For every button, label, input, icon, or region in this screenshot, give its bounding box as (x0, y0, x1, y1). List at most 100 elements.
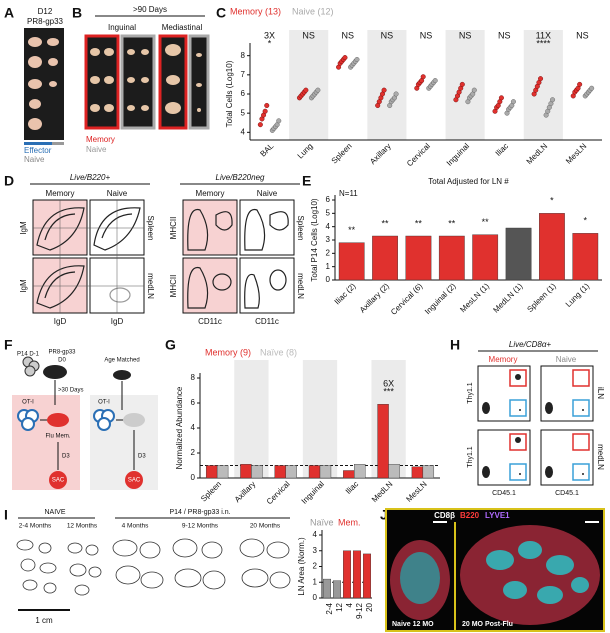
note: N=11 (339, 189, 358, 198)
legend-label: Memory (13) (230, 6, 281, 16)
column-label: Naive (556, 355, 577, 364)
image-label: Naive 12 MO (392, 621, 434, 628)
dot (303, 87, 309, 93)
row-label: Spleen (296, 216, 305, 241)
dot (262, 108, 268, 114)
age-label: 12 Months (67, 523, 98, 530)
panel-label: H (450, 337, 460, 353)
label: SAC (52, 478, 65, 484)
cell (97, 417, 111, 431)
y-tick-label: 0 (313, 593, 318, 602)
annotation: 6X (383, 379, 394, 389)
cell (24, 365, 36, 377)
bar (411, 466, 424, 479)
axis-label: CD45.1 (492, 490, 516, 497)
y-tick-label: 6 (241, 89, 246, 98)
dot (315, 87, 321, 93)
x-tick-label: Cervical (265, 479, 292, 506)
panel-label: E (302, 173, 311, 189)
age-label: 2-4 Months (19, 523, 52, 530)
bar (472, 234, 499, 281)
x-tick-label: Axillary (2) (358, 281, 391, 314)
annotation: * (268, 38, 272, 48)
panel-d: Live/B220+ Live/B220neg Memory Naive Mem… (19, 173, 305, 326)
dot (393, 91, 399, 97)
mouse (123, 413, 145, 427)
bar (240, 464, 252, 479)
y-tick-label: 6 (191, 398, 196, 407)
column-label: Naive (107, 189, 128, 198)
legend-label: Naive (12) (292, 6, 334, 16)
y-axis-label: LN Area (Norm.) (297, 537, 306, 596)
dot (510, 99, 516, 105)
label: OT-I (98, 400, 110, 406)
label: PR8-gp33 (27, 17, 64, 26)
label: D0 (58, 358, 66, 364)
mouse (43, 365, 67, 379)
legend-label: Naïve (8) (260, 347, 297, 357)
axis-label: CD11c (255, 317, 279, 326)
annotation: 11X (536, 30, 551, 40)
panel-label: A (4, 5, 14, 21)
y-tick-label: 7 (241, 70, 246, 79)
y-tick-label: 1 (326, 262, 331, 271)
dot (550, 97, 556, 103)
label: Flu Mem. (45, 434, 70, 440)
x-tick-label: Iliac (2) (333, 281, 358, 306)
x-tick-label: Spleen (1) (525, 281, 558, 314)
x-tick-label: Iliac (344, 480, 360, 496)
age-label: 9-12 Months (182, 523, 219, 530)
x-tick-label: Inguinal (2) (423, 281, 458, 316)
dot (432, 78, 438, 84)
bar (323, 578, 332, 599)
label: Age Matched (104, 358, 139, 364)
bar (205, 465, 218, 479)
dot (342, 55, 348, 61)
annotation: NS (498, 30, 511, 40)
column-label: Memory (196, 189, 225, 198)
band-shade (367, 30, 407, 140)
stain-label: B220 (460, 511, 480, 520)
column-label: Memory (489, 355, 518, 364)
bar (343, 470, 355, 479)
annotation: 3X (264, 30, 275, 40)
bar (372, 235, 398, 281)
row-label: medLN (596, 444, 605, 470)
x-tick-label: MesLN (404, 479, 428, 503)
y-tick-label: 5 (326, 208, 331, 217)
lymph-node (48, 58, 58, 66)
panel-label: I (4, 507, 8, 523)
y-tick-label: 3 (313, 546, 318, 555)
bar (388, 464, 400, 479)
y-axis-label: Total Cells (Log10) (225, 60, 234, 127)
lymph-node (49, 81, 57, 87)
dot (264, 102, 270, 108)
gates (509, 369, 590, 481)
y-tick-label: 8 (191, 373, 196, 382)
x-tick-label: Lung (296, 142, 315, 161)
x-tick-label: 9-12 (355, 602, 364, 619)
x-tick-label: MedLN (525, 141, 550, 166)
lymph-node (28, 37, 42, 47)
axis-label: Thy1.1 (467, 382, 474, 404)
annotation: NS (381, 30, 394, 40)
bar (343, 550, 352, 599)
y-tick-label: 4 (241, 127, 246, 136)
x-tick-label: 4 (345, 602, 354, 607)
tissue (460, 525, 600, 625)
bar (363, 553, 372, 599)
band-shade (289, 30, 329, 140)
label: >90 Days (133, 5, 167, 14)
scale-label: 1 cm (35, 616, 53, 625)
x-tick-label: Cervical (405, 141, 432, 168)
bar (333, 580, 342, 599)
photo (120, 34, 156, 130)
x-tick-label: Iliac (494, 142, 510, 158)
label: Inguinal (108, 23, 136, 32)
bar (285, 465, 297, 479)
label: D3 (138, 454, 146, 460)
lymph-node (28, 56, 42, 68)
label: >30 Days (58, 388, 84, 394)
y-tick-label: 0 (191, 473, 196, 482)
